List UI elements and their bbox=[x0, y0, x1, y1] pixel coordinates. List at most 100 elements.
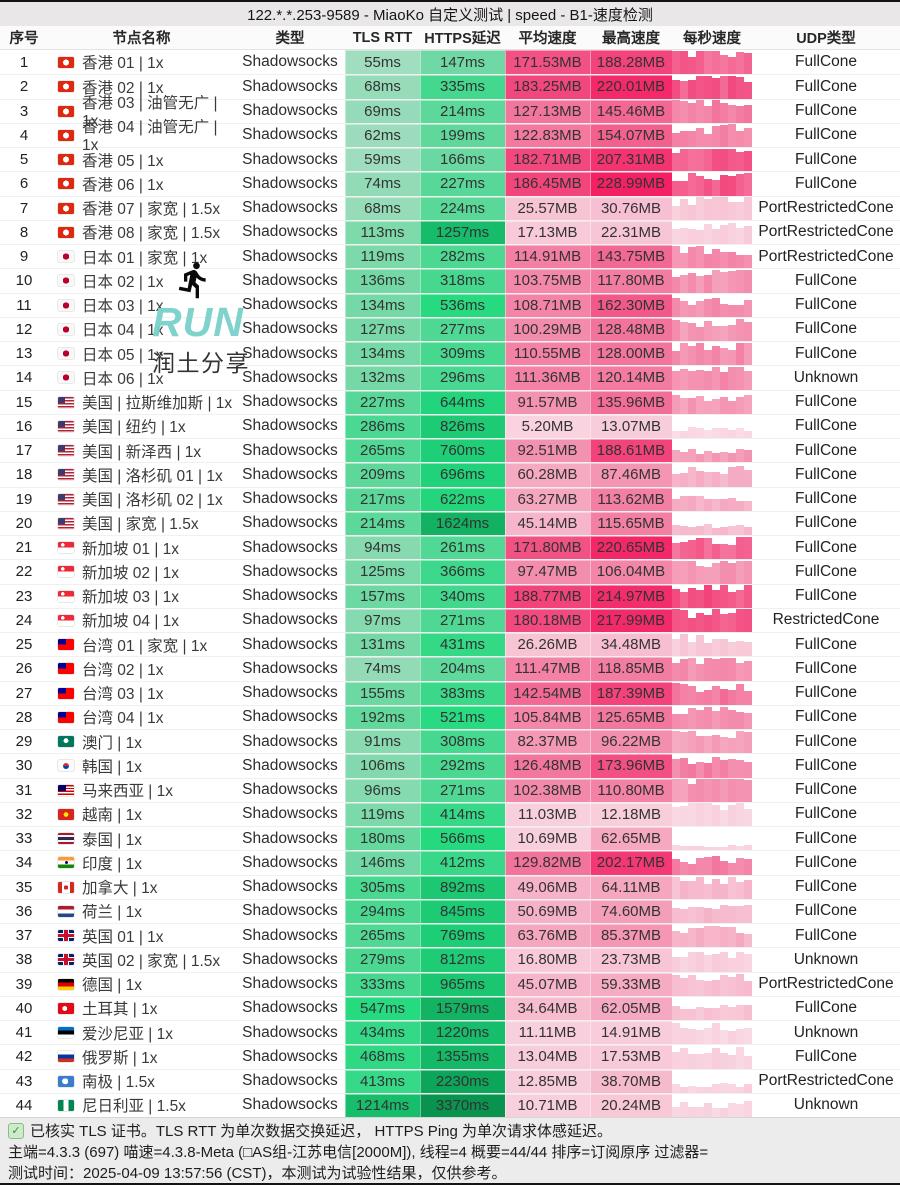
speed-bar bbox=[688, 148, 696, 172]
speed-bar bbox=[728, 1083, 736, 1093]
cell-seq: 20 bbox=[15, 514, 33, 532]
column-header-type: 类型 bbox=[275, 31, 305, 47]
cell-node-name: 新加坡 03 | 1x bbox=[48, 585, 235, 608]
cell-tls-rtt: 434ms bbox=[345, 1021, 420, 1045]
cell-avg-speed: 129.82MB bbox=[505, 851, 590, 875]
node-name-label: 爱沙尼亚 | 1x bbox=[82, 1025, 174, 1043]
speed-bar bbox=[712, 50, 720, 75]
cell-avg-speed: 171.80MB bbox=[505, 536, 590, 560]
flag-icon-tw bbox=[58, 663, 74, 675]
speed-bar bbox=[672, 80, 680, 99]
speed-bar bbox=[720, 974, 728, 996]
speed-bar bbox=[696, 229, 704, 244]
speed-bar bbox=[704, 148, 712, 172]
cell-speed-bars bbox=[672, 900, 752, 923]
speed-bar bbox=[720, 904, 728, 923]
cell-avg-speed: 13.04MB bbox=[505, 1045, 590, 1069]
cell-udp-type: PortRestrictedCone bbox=[758, 1072, 894, 1090]
speed-bar bbox=[728, 738, 736, 754]
speed-bar bbox=[744, 172, 752, 196]
speed-bar bbox=[704, 321, 712, 341]
cell-node-name: 香港 07 | 家宽 | 1.5x bbox=[48, 197, 235, 220]
speed-bar bbox=[704, 857, 712, 875]
cell-node-name: 澳门 | 1x bbox=[48, 730, 235, 753]
speed-bar bbox=[728, 222, 736, 244]
speed-bar bbox=[688, 927, 696, 948]
cell-type: Shadowsocks bbox=[242, 950, 338, 968]
cell-tls-rtt: 62ms bbox=[345, 123, 420, 147]
speed-bar bbox=[704, 299, 712, 317]
speed-bar bbox=[720, 397, 728, 414]
cell-https-latency: 965ms bbox=[420, 972, 505, 996]
table-row: 40 土耳其 | 1x Shadowsocks 547ms 1579ms 34.64MB 6… bbox=[0, 995, 900, 1020]
cell-max-speed: 125.65MB bbox=[590, 705, 672, 729]
speed-bar bbox=[688, 730, 696, 754]
cell-type: Shadowsocks bbox=[242, 853, 338, 871]
speed-bar bbox=[720, 197, 728, 220]
speed-bar bbox=[696, 369, 704, 390]
cell-max-speed: 128.48MB bbox=[590, 317, 672, 341]
speed-bar bbox=[696, 565, 704, 584]
speed-bar bbox=[720, 560, 728, 584]
speed-bar bbox=[688, 685, 696, 705]
cell-max-speed: 220.65MB bbox=[590, 536, 672, 560]
cell-speed-bars bbox=[672, 754, 752, 778]
cell-https-latency: 271ms bbox=[420, 778, 505, 802]
flag-icon-hk bbox=[58, 154, 74, 166]
flag-icon-sg bbox=[58, 614, 74, 626]
cell-seq: 5 bbox=[19, 151, 29, 169]
speed-bar bbox=[744, 954, 752, 972]
speed-bar bbox=[672, 779, 680, 802]
cell-type: Shadowsocks bbox=[242, 417, 338, 435]
cell-max-speed: 17.53MB bbox=[590, 1045, 672, 1069]
table-row: 15 美国 | 拉斯维加斯 | 1x Shadowsocks 227ms 644ms 91… bbox=[0, 389, 900, 414]
flag-icon-ee bbox=[58, 1027, 74, 1039]
cell-https-latency: 414ms bbox=[420, 802, 505, 826]
speed-bar bbox=[680, 609, 688, 632]
speed-bar bbox=[712, 148, 720, 172]
cell-https-latency: 340ms bbox=[420, 584, 505, 608]
speed-bar bbox=[672, 245, 680, 269]
cell-udp-type: FullCone bbox=[794, 77, 858, 95]
cell-node-name: 马来西亚 | 1x bbox=[48, 779, 235, 802]
cell-avg-speed: 142.54MB bbox=[505, 681, 590, 705]
speed-bar bbox=[688, 204, 696, 220]
speed-bar bbox=[704, 254, 712, 269]
cell-max-speed: 187.39MB bbox=[590, 681, 672, 705]
cell-seq: 1 bbox=[19, 53, 29, 71]
cell-avg-speed: 97.47MB bbox=[505, 560, 590, 584]
column-header-avg: 平均速度 bbox=[518, 31, 577, 47]
speed-bar bbox=[688, 448, 696, 463]
speed-bar bbox=[744, 300, 752, 317]
speed-bar bbox=[712, 269, 720, 293]
cell-tls-rtt: 209ms bbox=[345, 463, 420, 487]
speed-bar bbox=[704, 690, 712, 705]
cell-udp-type: FullCone bbox=[794, 902, 858, 920]
speed-bar bbox=[744, 661, 752, 681]
cell-avg-speed: 50.69MB bbox=[505, 899, 590, 923]
cell-node-name: 美国 | 洛杉矶 02 | 1x bbox=[48, 488, 235, 511]
speed-bar bbox=[728, 201, 736, 220]
cell-udp-type: FullCone bbox=[794, 150, 858, 168]
flag-icon-hk bbox=[58, 226, 74, 238]
speed-bar bbox=[728, 690, 736, 705]
speed-bar bbox=[736, 684, 744, 705]
speed-bar bbox=[712, 1047, 720, 1069]
node-name-label: 泰国 | 1x bbox=[82, 831, 143, 849]
cell-seq: 37 bbox=[15, 927, 33, 945]
cell-https-latency: 292ms bbox=[420, 754, 505, 778]
speed-bar bbox=[696, 1007, 704, 1020]
speed-bar bbox=[696, 762, 704, 778]
cell-max-speed: 106.04MB bbox=[590, 560, 672, 584]
speed-bar bbox=[672, 152, 680, 172]
speed-bar bbox=[696, 100, 704, 123]
speed-bar bbox=[728, 562, 736, 584]
column-header-max: 最高速度 bbox=[602, 31, 660, 47]
cell-https-latency: 1220ms bbox=[420, 1021, 505, 1045]
column-header-tls: TLS RTT bbox=[352, 29, 413, 46]
node-name-label: 香港 03 | 油管无广 | 1x bbox=[82, 95, 218, 131]
speed-bar bbox=[744, 690, 752, 705]
cell-seq: 39 bbox=[15, 975, 33, 993]
flag-icon-ng bbox=[58, 1099, 74, 1111]
speed-bar bbox=[712, 609, 720, 632]
